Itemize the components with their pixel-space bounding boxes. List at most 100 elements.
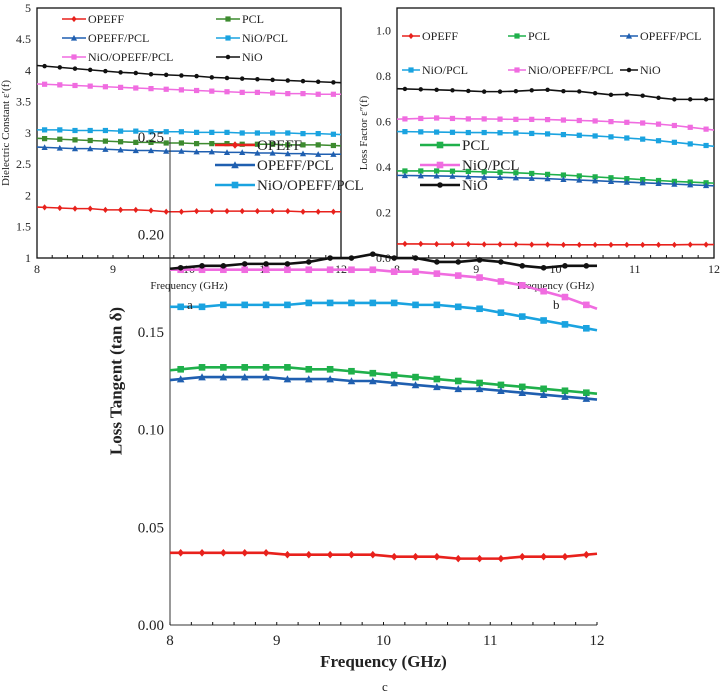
data-point xyxy=(284,550,291,559)
legend-marker xyxy=(436,141,444,149)
legend-label: NiO/PCL xyxy=(462,158,520,174)
data-point xyxy=(133,85,139,91)
series-opeff-pcl xyxy=(36,144,341,157)
series-line xyxy=(170,551,598,560)
data-point xyxy=(454,377,462,385)
data-point xyxy=(103,68,108,74)
data-point xyxy=(270,77,275,83)
series-nio xyxy=(36,63,342,85)
data-point xyxy=(178,208,184,215)
data-point xyxy=(330,208,336,215)
data-point xyxy=(560,241,567,248)
legend-marker xyxy=(231,181,239,189)
legend-item: NiO/OPEFF/PCL xyxy=(508,63,613,77)
legend-item: PCL xyxy=(508,29,550,43)
data-point xyxy=(42,204,48,211)
data-point xyxy=(513,88,519,94)
data-point xyxy=(224,75,230,81)
data-point xyxy=(687,124,693,130)
data-point xyxy=(102,127,108,134)
data-point xyxy=(198,303,206,311)
data-point xyxy=(592,174,598,180)
data-point xyxy=(576,176,583,183)
y-tick-label: 1 xyxy=(25,251,31,265)
data-point xyxy=(497,116,503,122)
data-point xyxy=(326,266,334,274)
legend-item: NiO/OPEFF/PCL xyxy=(215,178,364,194)
data-point xyxy=(529,241,535,248)
legend-marker xyxy=(231,141,239,149)
data-point xyxy=(315,151,322,157)
series-line xyxy=(397,170,715,184)
legend-label: NiO/OPEFF/PCL xyxy=(88,50,173,64)
data-point xyxy=(411,381,420,389)
legend-marker xyxy=(436,161,444,169)
data-point xyxy=(434,259,440,265)
data-point xyxy=(434,129,440,135)
data-point xyxy=(300,142,306,148)
data-point xyxy=(72,205,78,212)
data-point xyxy=(193,148,200,155)
data-point xyxy=(687,241,693,248)
data-point xyxy=(176,375,185,383)
data-point xyxy=(239,89,245,95)
data-point xyxy=(390,299,398,307)
series-line xyxy=(169,366,598,395)
legend-label: PCL xyxy=(462,138,490,154)
data-point xyxy=(241,364,249,371)
y-tick-label: 1.5 xyxy=(16,220,31,234)
data-point xyxy=(87,67,93,73)
data-point xyxy=(481,116,487,122)
legend-label: OPEFF xyxy=(422,29,458,43)
data-point xyxy=(263,261,269,267)
data-point xyxy=(270,90,276,96)
data-point xyxy=(285,142,291,148)
data-point xyxy=(270,130,276,136)
y-axis-label: Dielectric Constant ε′(f) xyxy=(0,80,12,186)
data-point xyxy=(640,136,646,142)
series-line xyxy=(36,206,341,213)
data-point xyxy=(529,170,535,177)
data-point xyxy=(133,206,139,213)
legend-label: NiO xyxy=(640,63,661,77)
legend-label: OPEFF xyxy=(257,138,302,154)
legend-marker xyxy=(408,32,414,40)
series-line xyxy=(396,130,715,148)
legend-marker xyxy=(514,67,520,73)
data-point xyxy=(671,241,677,248)
legend-marker xyxy=(225,54,231,60)
data-point xyxy=(433,270,441,277)
data-point xyxy=(56,144,63,151)
data-point xyxy=(348,299,355,307)
panel-label-c: c xyxy=(382,679,388,694)
data-point xyxy=(497,278,505,285)
legend-label: NiO/OPEFF/PCL xyxy=(257,178,364,194)
data-point xyxy=(434,87,439,93)
data-point xyxy=(454,303,462,311)
data-point xyxy=(640,176,646,183)
data-point xyxy=(285,130,291,136)
y-tick-label: 0.4 xyxy=(376,160,391,174)
series-nio xyxy=(169,251,597,271)
data-point xyxy=(194,87,200,94)
data-point xyxy=(703,97,709,102)
data-point xyxy=(703,241,709,248)
x-tick-label: 11 xyxy=(629,262,641,276)
series-opeff xyxy=(36,204,341,215)
data-point xyxy=(481,173,488,180)
data-point xyxy=(117,146,124,153)
data-point xyxy=(133,70,139,76)
y-tick-label: 0.00 xyxy=(138,618,164,634)
data-point xyxy=(402,129,408,135)
data-point xyxy=(118,206,124,213)
data-point xyxy=(624,176,630,182)
data-point xyxy=(529,88,534,93)
legend-item: NiO xyxy=(420,178,488,194)
data-point xyxy=(561,293,569,301)
data-point xyxy=(305,266,313,274)
data-point xyxy=(284,261,291,267)
data-point xyxy=(315,91,321,97)
data-point xyxy=(465,116,471,122)
data-point xyxy=(449,115,456,122)
data-point xyxy=(582,394,591,402)
